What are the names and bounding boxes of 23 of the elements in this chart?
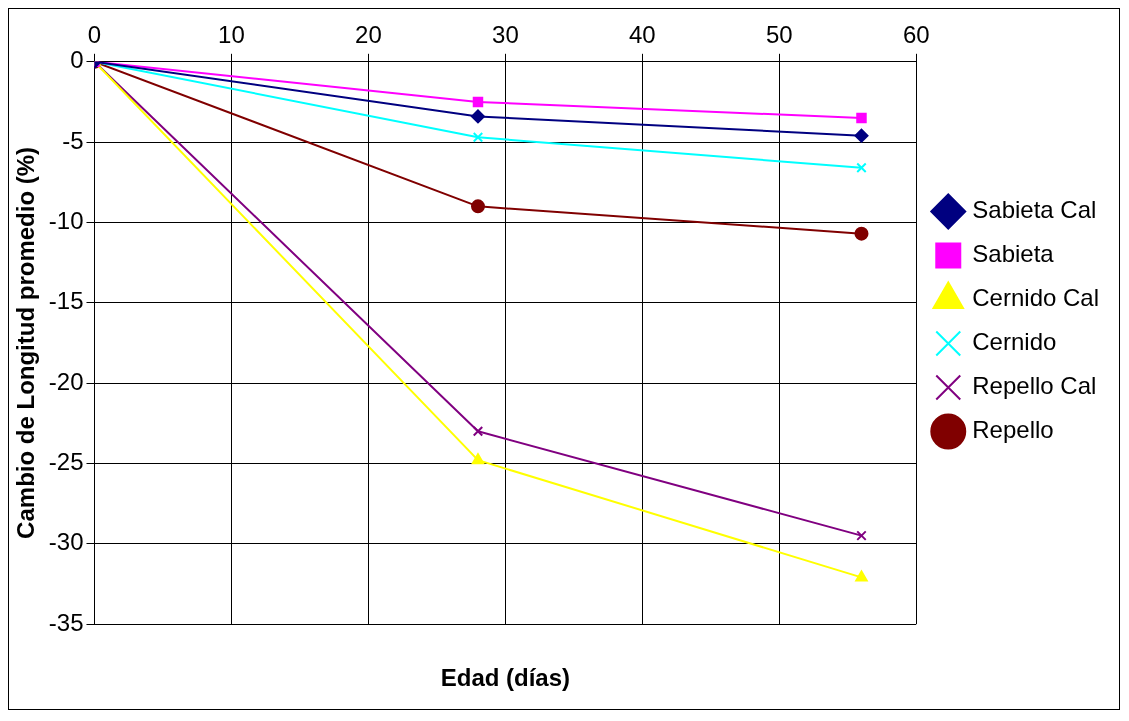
legend-label: Cernido (972, 328, 1057, 356)
y-tick-label: -35 (48, 608, 84, 636)
x-tick-label: 50 (765, 21, 793, 49)
legend-label: Sabieta Cal (972, 196, 1097, 224)
y-tick-label: 0 (70, 46, 84, 74)
y-tick-label: -25 (48, 448, 84, 475)
y-tick-label: -15 (48, 287, 84, 315)
x-axis-title: Edad (días) (440, 663, 571, 691)
legend-label: Repello (972, 416, 1054, 444)
y-axis-title: Cambio de Longitud promedio (%) (12, 146, 40, 539)
x-tick-label: 40 (628, 21, 656, 49)
x-tick-label: 20 (355, 21, 382, 49)
legend-label: Cernido Cal (972, 284, 1100, 312)
x-tick-label: 60 (902, 21, 930, 49)
legend-label: Sabieta (972, 240, 1055, 268)
y-tick-label: -10 (48, 207, 84, 235)
y-tick-label: -30 (48, 528, 84, 556)
legend-label: Repello Cal (972, 372, 1097, 400)
x-tick-label: 30 (492, 21, 519, 49)
y-tick-label: -20 (48, 367, 84, 395)
y-tick-label: -5 (62, 126, 84, 154)
x-tick-label: 10 (218, 21, 245, 49)
x-tick-label: 0 (87, 21, 102, 49)
